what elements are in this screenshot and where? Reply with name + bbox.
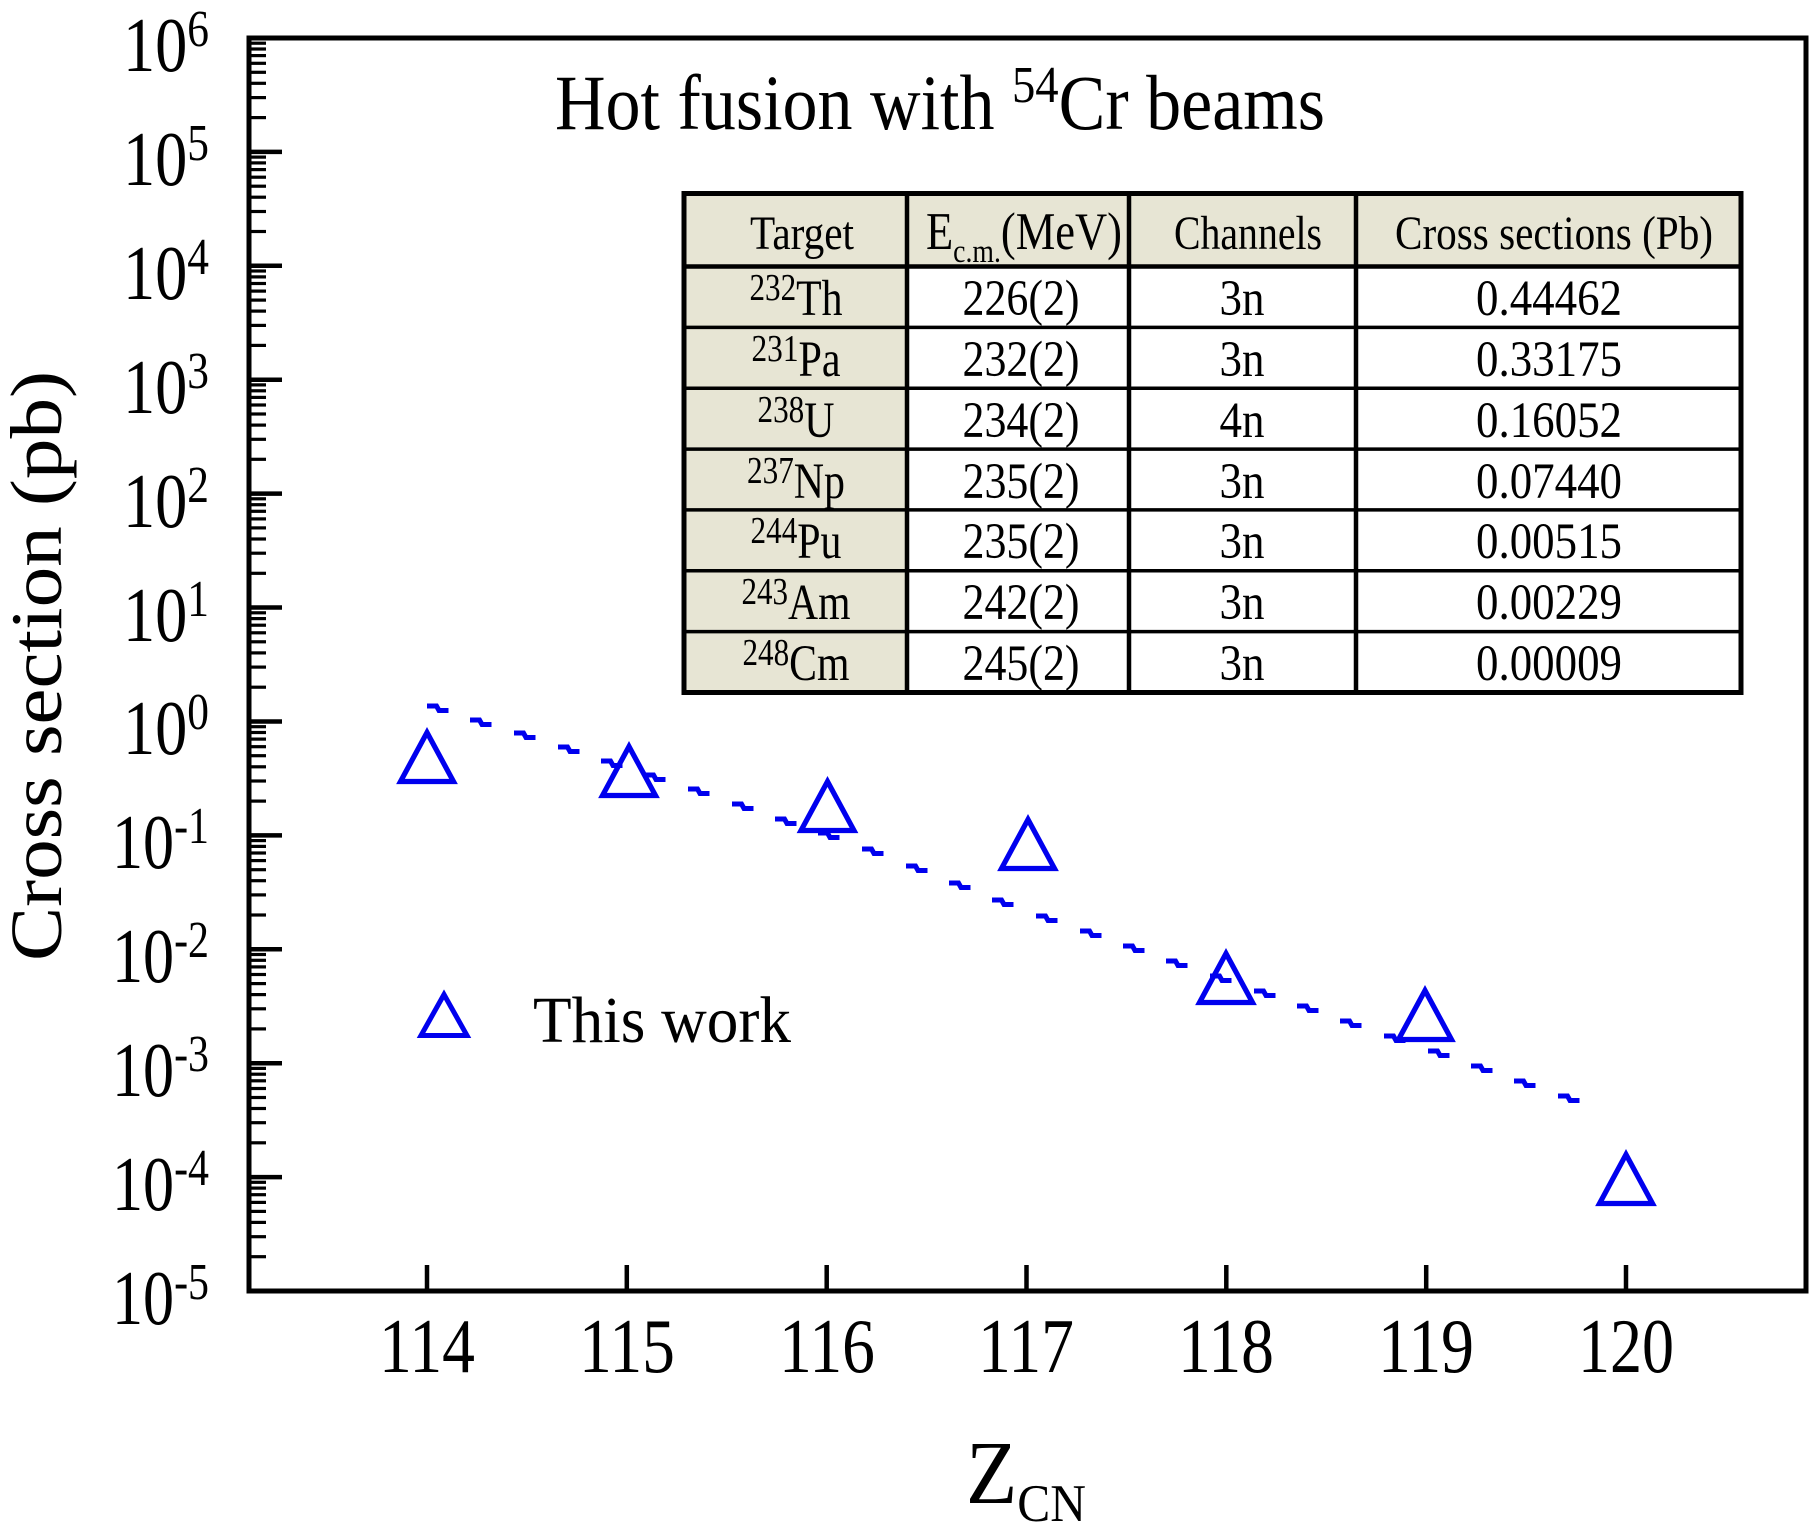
svg-text:3n: 3n [1220,575,1265,631]
svg-text:0.16052: 0.16052 [1476,393,1622,449]
svg-text:232Th: 232Th [750,267,843,327]
svg-text:4n: 4n [1220,393,1265,449]
svg-text:3n: 3n [1220,454,1265,510]
svg-text:Channels: Channels [1174,207,1322,260]
svg-text:119: 119 [1378,1303,1474,1389]
svg-text:Hot fusion with 54Cr beams: Hot fusion with 54Cr beams [555,57,1325,146]
svg-text:0.00009: 0.00009 [1476,636,1622,692]
svg-text:232(2): 232(2) [963,332,1080,388]
svg-text:235(2): 235(2) [963,514,1080,570]
svg-text:114: 114 [379,1303,475,1389]
svg-text:3n: 3n [1220,332,1265,388]
svg-text:120: 120 [1578,1303,1674,1389]
svg-text:0.00515: 0.00515 [1476,514,1622,570]
svg-text:This work: This work [533,984,791,1057]
svg-text:3n: 3n [1220,636,1265,692]
svg-text:115: 115 [579,1303,675,1389]
svg-text:244Pu: 244Pu [751,510,842,570]
svg-text:238U: 238U [758,389,835,449]
svg-text:3n: 3n [1220,514,1265,570]
svg-text:248Cm: 248Cm [743,632,850,692]
svg-text:0.33175: 0.33175 [1476,332,1622,388]
svg-text:Cross sections (Pb): Cross sections (Pb) [1395,207,1713,260]
svg-text:Target: Target [750,207,855,260]
svg-text:0.00229: 0.00229 [1476,575,1622,631]
svg-text:118: 118 [1178,1303,1274,1389]
svg-text:234(2): 234(2) [963,393,1080,449]
svg-text:237Np: 237Np [747,450,845,510]
svg-text:245(2): 245(2) [963,636,1080,692]
svg-text:226(2): 226(2) [963,271,1080,327]
svg-text:Cross section (pb): Cross section (pb) [0,371,77,961]
svg-text:243Am: 243Am [742,571,851,631]
svg-text:0.44462: 0.44462 [1476,271,1622,327]
svg-text:0.07440: 0.07440 [1476,454,1622,510]
svg-text:235(2): 235(2) [963,454,1080,510]
svg-text:231Pa: 231Pa [752,328,841,388]
svg-text:106: 106 [123,1,209,88]
svg-text:242(2): 242(2) [963,575,1080,631]
svg-text:3n: 3n [1220,271,1265,327]
svg-text:116: 116 [779,1303,875,1389]
svg-text:117: 117 [978,1303,1074,1389]
